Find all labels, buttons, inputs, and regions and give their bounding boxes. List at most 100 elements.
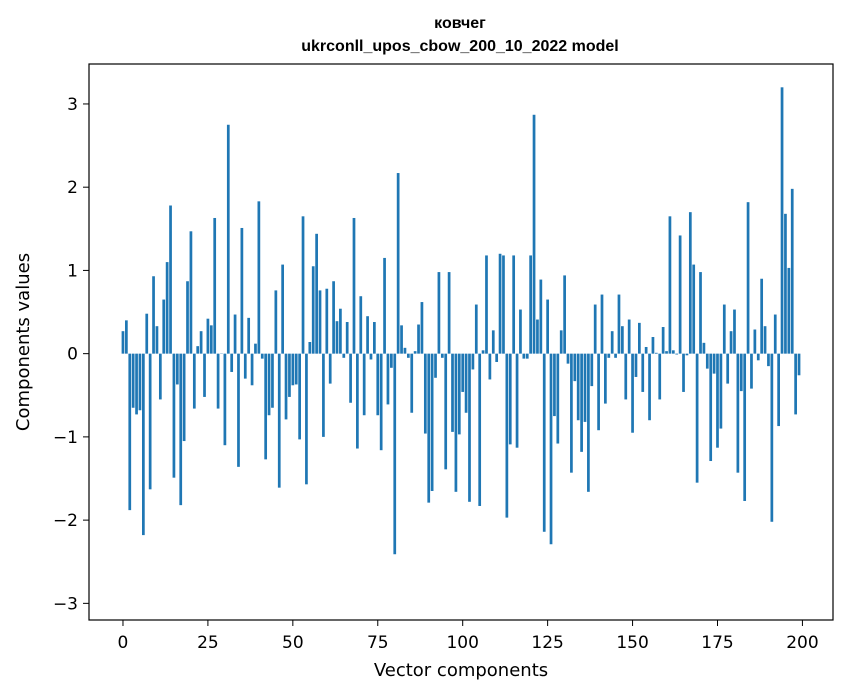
bar — [709, 353, 713, 462]
y-tick-label: −3 — [53, 594, 78, 614]
bar — [339, 308, 342, 354]
bar — [648, 353, 651, 421]
bar — [328, 353, 332, 384]
bar — [243, 353, 247, 379]
bar — [366, 316, 369, 354]
bar — [162, 299, 166, 354]
bar — [468, 353, 471, 502]
bar — [502, 255, 505, 354]
bar — [284, 353, 288, 420]
bar — [209, 325, 213, 354]
y-tick-label: −2 — [53, 511, 78, 531]
bar — [739, 353, 743, 392]
bar — [342, 353, 346, 358]
bar — [746, 202, 750, 354]
bar — [522, 353, 526, 359]
bar — [121, 331, 125, 354]
bar — [624, 353, 628, 400]
bar — [515, 353, 519, 448]
bar — [614, 353, 617, 358]
bar — [311, 266, 315, 354]
bar — [434, 353, 437, 378]
x-axis-label: Vector components — [374, 660, 548, 681]
bar — [240, 227, 244, 354]
bar — [587, 353, 590, 492]
bar — [784, 213, 787, 354]
bar — [356, 353, 359, 449]
bar — [264, 353, 268, 460]
bar — [454, 353, 458, 492]
bar — [349, 353, 352, 403]
bar — [430, 353, 434, 491]
bar — [379, 353, 383, 451]
y-axis-ticks: −3 −2 −1 0 1 2 3 — [53, 95, 89, 614]
bar — [318, 290, 322, 354]
bar — [417, 324, 420, 354]
x-axis-ticks: 0 25 50 75 100 125 150 175 200 — [118, 620, 819, 653]
y-tick-label: 3 — [67, 95, 78, 115]
bar — [169, 205, 172, 354]
plot-area-frame — [88, 63, 834, 621]
bar — [665, 351, 668, 354]
bar — [481, 350, 485, 354]
x-tick-label: 100 — [446, 633, 478, 653]
bar — [702, 342, 706, 354]
bar — [152, 276, 155, 354]
bar — [471, 353, 475, 370]
bar — [308, 342, 312, 354]
bar — [437, 272, 441, 354]
bar — [213, 217, 217, 354]
y-tick-label: 1 — [67, 261, 78, 281]
bar — [505, 353, 509, 518]
bar — [570, 353, 573, 473]
bar — [750, 353, 753, 389]
bar — [583, 353, 587, 422]
bar — [196, 346, 200, 354]
bar — [536, 319, 539, 354]
bar — [631, 353, 634, 433]
bar — [651, 337, 655, 354]
bar — [271, 353, 274, 408]
bar — [155, 326, 159, 354]
bar — [125, 320, 128, 354]
bar — [400, 325, 403, 354]
bar — [767, 353, 770, 367]
bar — [760, 278, 764, 354]
bar — [226, 124, 230, 354]
bar — [440, 353, 444, 358]
bar — [369, 353, 373, 360]
bar — [352, 217, 356, 354]
bar — [512, 255, 516, 354]
bar — [685, 353, 689, 356]
bar — [787, 267, 791, 354]
y-axis-label: Components values — [13, 253, 34, 431]
bar — [644, 346, 648, 354]
bar — [474, 304, 478, 354]
bar — [491, 330, 495, 354]
bar — [498, 253, 502, 354]
bar — [325, 288, 329, 354]
bar — [610, 331, 614, 354]
bar — [332, 281, 335, 354]
bar — [617, 294, 621, 354]
bar — [247, 317, 251, 354]
bar — [376, 353, 380, 416]
bar — [135, 353, 138, 415]
bar — [780, 87, 784, 354]
bar — [580, 353, 583, 452]
bar — [131, 353, 135, 408]
bar — [233, 314, 237, 354]
bar — [675, 353, 679, 355]
bar — [495, 353, 499, 362]
bar — [274, 290, 278, 354]
bar — [386, 353, 390, 405]
bar — [158, 353, 162, 400]
bar — [726, 353, 730, 384]
bar — [267, 353, 271, 416]
bar — [597, 353, 600, 431]
bar — [716, 353, 719, 448]
bar — [457, 353, 461, 435]
bar — [485, 255, 488, 354]
bar — [294, 353, 298, 385]
bar — [712, 353, 716, 374]
